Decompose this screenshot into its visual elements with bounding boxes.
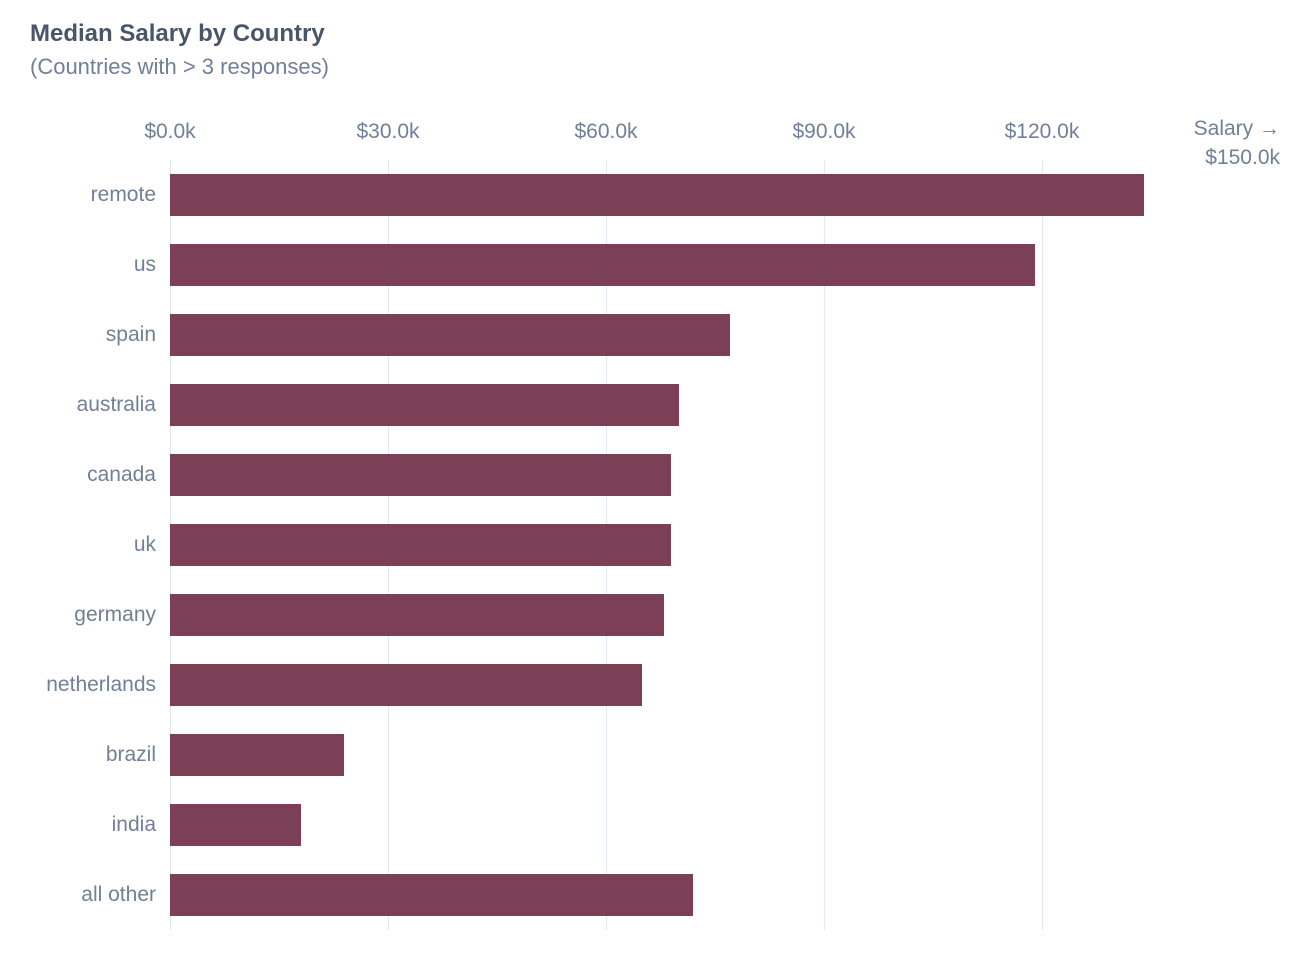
- x-tick: $90.0k: [792, 120, 855, 144]
- bar-label: india: [112, 813, 170, 837]
- bar-label: us: [134, 253, 170, 277]
- bar-label: netherlands: [46, 673, 170, 697]
- bar-row: us: [170, 230, 1260, 300]
- bar-row: india: [170, 790, 1260, 860]
- bar: [170, 454, 671, 496]
- bar: [170, 664, 642, 706]
- bar: [170, 244, 1035, 286]
- bar-row: remote: [170, 160, 1260, 230]
- bar-row: all other: [170, 860, 1260, 930]
- bar-row: netherlands: [170, 650, 1260, 720]
- bar: [170, 874, 693, 916]
- salary-by-country-chart: Median Salary by Country (Countries with…: [0, 0, 1310, 976]
- bar: [170, 804, 301, 846]
- x-tick: $120.0k: [1005, 120, 1080, 144]
- bar-row: germany: [170, 580, 1260, 650]
- bar-label: brazil: [106, 743, 170, 767]
- bar-label: australia: [77, 393, 170, 417]
- bars: remoteusspainaustraliacanadaukgermanynet…: [170, 160, 1260, 930]
- bar-row: australia: [170, 370, 1260, 440]
- x-tick: $60.0k: [574, 120, 637, 144]
- axis-area: Salary → $150.0k $0.0k$30.0k$60.0k$90.0k…: [30, 120, 1280, 930]
- bar: [170, 384, 679, 426]
- bar: [170, 524, 671, 566]
- x-axis-ticks: $0.0k$30.0k$60.0k$90.0k$120.0k: [170, 120, 1260, 150]
- bar: [170, 174, 1144, 216]
- bar: [170, 314, 730, 356]
- bar-row: brazil: [170, 720, 1260, 790]
- bar-label: spain: [106, 323, 170, 347]
- chart-subtitle: (Countries with > 3 responses): [30, 54, 1280, 80]
- bar-row: spain: [170, 300, 1260, 370]
- bar-label: remote: [91, 183, 170, 207]
- bar-label: canada: [87, 463, 170, 487]
- bar-label: uk: [134, 533, 170, 557]
- bar-row: canada: [170, 440, 1260, 510]
- bar: [170, 594, 664, 636]
- bar-label: germany: [74, 603, 170, 627]
- plot-area: remoteusspainaustraliacanadaukgermanynet…: [170, 160, 1260, 930]
- bar-row: uk: [170, 510, 1260, 580]
- x-tick: $0.0k: [144, 120, 195, 144]
- bar-label: all other: [81, 883, 170, 907]
- x-tick: $30.0k: [356, 120, 419, 144]
- bar: [170, 734, 344, 776]
- chart-title: Median Salary by Country: [30, 20, 1280, 48]
